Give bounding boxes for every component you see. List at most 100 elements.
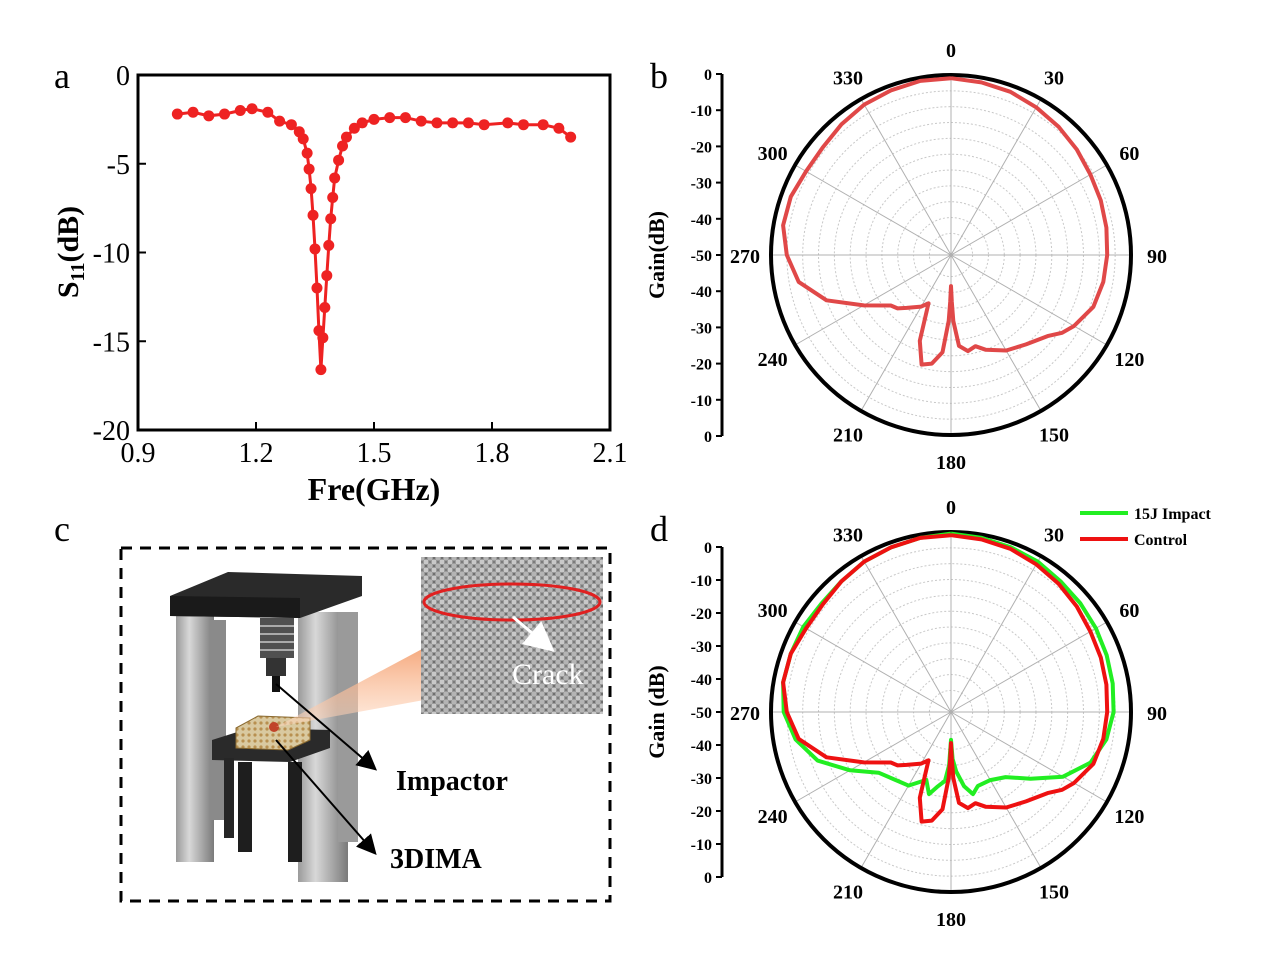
panel-b-radial-axis-label: Gain(dB) <box>644 211 669 299</box>
impactor-label: Impactor <box>396 766 508 797</box>
polar-angle-label: 180 <box>936 452 966 474</box>
polar-spoke <box>860 555 952 713</box>
s11-point <box>356 117 368 129</box>
y-tick-label: -20 <box>93 416 130 447</box>
polar-angle-label: 270 <box>730 703 760 725</box>
s11-point <box>368 113 380 125</box>
s11-point <box>327 191 339 203</box>
radial-tick-label: -30 <box>691 771 712 788</box>
polar-spoke <box>950 711 1108 803</box>
s11-point <box>187 106 199 118</box>
radial-tick-label: -10 <box>691 393 712 410</box>
s11-point <box>303 163 315 175</box>
x-tick-label: 2.1 <box>593 438 628 469</box>
s11-point <box>171 108 183 120</box>
s11-point <box>297 133 309 145</box>
s11-point <box>319 302 331 314</box>
polar-spoke <box>950 621 1108 713</box>
radial-tick-label: -30 <box>691 176 712 193</box>
polar-spoke <box>950 98 1042 256</box>
polar-angle-label: 270 <box>730 246 760 268</box>
s11-point <box>462 117 474 129</box>
radial-tick-label: -30 <box>691 320 712 337</box>
polar-spoke <box>794 254 952 346</box>
s11-point <box>502 117 514 129</box>
s11-point <box>517 119 529 131</box>
y-tick-label: -10 <box>93 239 130 270</box>
s11-point <box>307 209 319 221</box>
legend: 15J Impact Control <box>1080 506 1212 549</box>
rig-leg-back-right <box>338 612 358 842</box>
magnify-beam <box>276 648 424 727</box>
panel-label-b: b <box>650 56 668 96</box>
polar-angle-label: 60 <box>1119 600 1139 622</box>
polar-spoke <box>950 711 1042 869</box>
radial-tick-label: -20 <box>691 139 712 156</box>
s11-point <box>321 270 333 282</box>
s11-point <box>384 112 396 124</box>
s11-point <box>285 119 297 131</box>
panel-label-d: d <box>650 509 668 549</box>
x-tick-label: 1.8 <box>475 438 510 469</box>
s11-point <box>325 213 337 225</box>
y-tick-label: -5 <box>107 150 130 181</box>
polar-spoke <box>950 164 1108 256</box>
polar-angle-label: 330 <box>833 68 863 90</box>
panel-d-polar-chart: 0 30 60 90 120 150 180 210 240 270 300 330 0 -10 -20 -3… <box>691 497 1167 931</box>
polar-angle-label: 90 <box>1147 246 1167 268</box>
panel-a-chart: 0.9 1.2 1.5 1.8 2.1 0 -5 -10 -15 -20 Fre(GHz) S11… <box>52 61 628 507</box>
polar-angle-label: 240 <box>758 349 788 371</box>
polar-spoke <box>794 711 952 803</box>
s11-point <box>246 103 258 115</box>
radial-tick-label: -20 <box>691 804 712 821</box>
s11-point <box>340 131 352 143</box>
polar-outer-ring <box>769 73 1133 437</box>
radial-tick-label: -50 <box>691 248 712 265</box>
s11-point <box>323 239 335 251</box>
polar-angle-label: 300 <box>758 143 788 165</box>
radial-tick-label: -20 <box>691 357 712 374</box>
s11-point <box>262 106 274 118</box>
panel-label-c: c <box>54 509 70 549</box>
s11-point <box>329 172 341 184</box>
panel-label-a: a <box>54 56 70 96</box>
polar-angle-label: 30 <box>1044 68 1064 90</box>
polar-spoke <box>860 98 952 256</box>
polar-angle-label: 0 <box>946 40 956 62</box>
panel-c-illustration: Crack Impactor 3DIMA <box>119 546 612 903</box>
polar-angle-label: 120 <box>1114 349 1144 371</box>
impactor-spring <box>260 618 294 658</box>
polar-angle-label: 210 <box>833 881 863 903</box>
x-tick-label: 0.9 <box>121 438 156 469</box>
radial-tick-label: 0 <box>704 540 712 557</box>
polar-spoke <box>860 711 952 869</box>
sample-3dima <box>235 715 311 751</box>
polar-angle-label: 30 <box>1044 525 1064 547</box>
s11-point <box>537 119 549 131</box>
polar-series-line <box>781 76 1110 367</box>
sample-label: 3DIMA <box>390 844 483 875</box>
radial-tick-label: -30 <box>691 639 712 656</box>
s11-point <box>315 364 327 376</box>
radial-tick-label: -10 <box>691 573 712 590</box>
polar-angle-label: 240 <box>758 806 788 828</box>
y-axis-label: S11(dB) <box>52 206 89 298</box>
legend-label-control: Control <box>1134 532 1188 549</box>
radial-tick-label: 0 <box>704 67 712 84</box>
radial-tick-label: -40 <box>691 212 712 229</box>
s11-point <box>415 115 427 127</box>
polar-angle-label: 60 <box>1119 143 1139 165</box>
s11-point <box>301 147 313 159</box>
s11-point <box>447 117 459 129</box>
s11-point <box>305 183 317 195</box>
polar-series-line <box>781 533 1110 824</box>
polar-angle-label: 0 <box>946 497 956 519</box>
x-axis-label: Fre(GHz) <box>308 471 441 507</box>
radial-tick-label: 0 <box>704 870 712 887</box>
s11-point <box>553 122 565 134</box>
s11-point <box>399 112 411 124</box>
panel-d-radial-axis-label: Gain (dB) <box>644 665 669 759</box>
s11-point <box>317 332 329 344</box>
s11-point <box>309 243 321 255</box>
polar-spoke <box>950 555 1042 713</box>
